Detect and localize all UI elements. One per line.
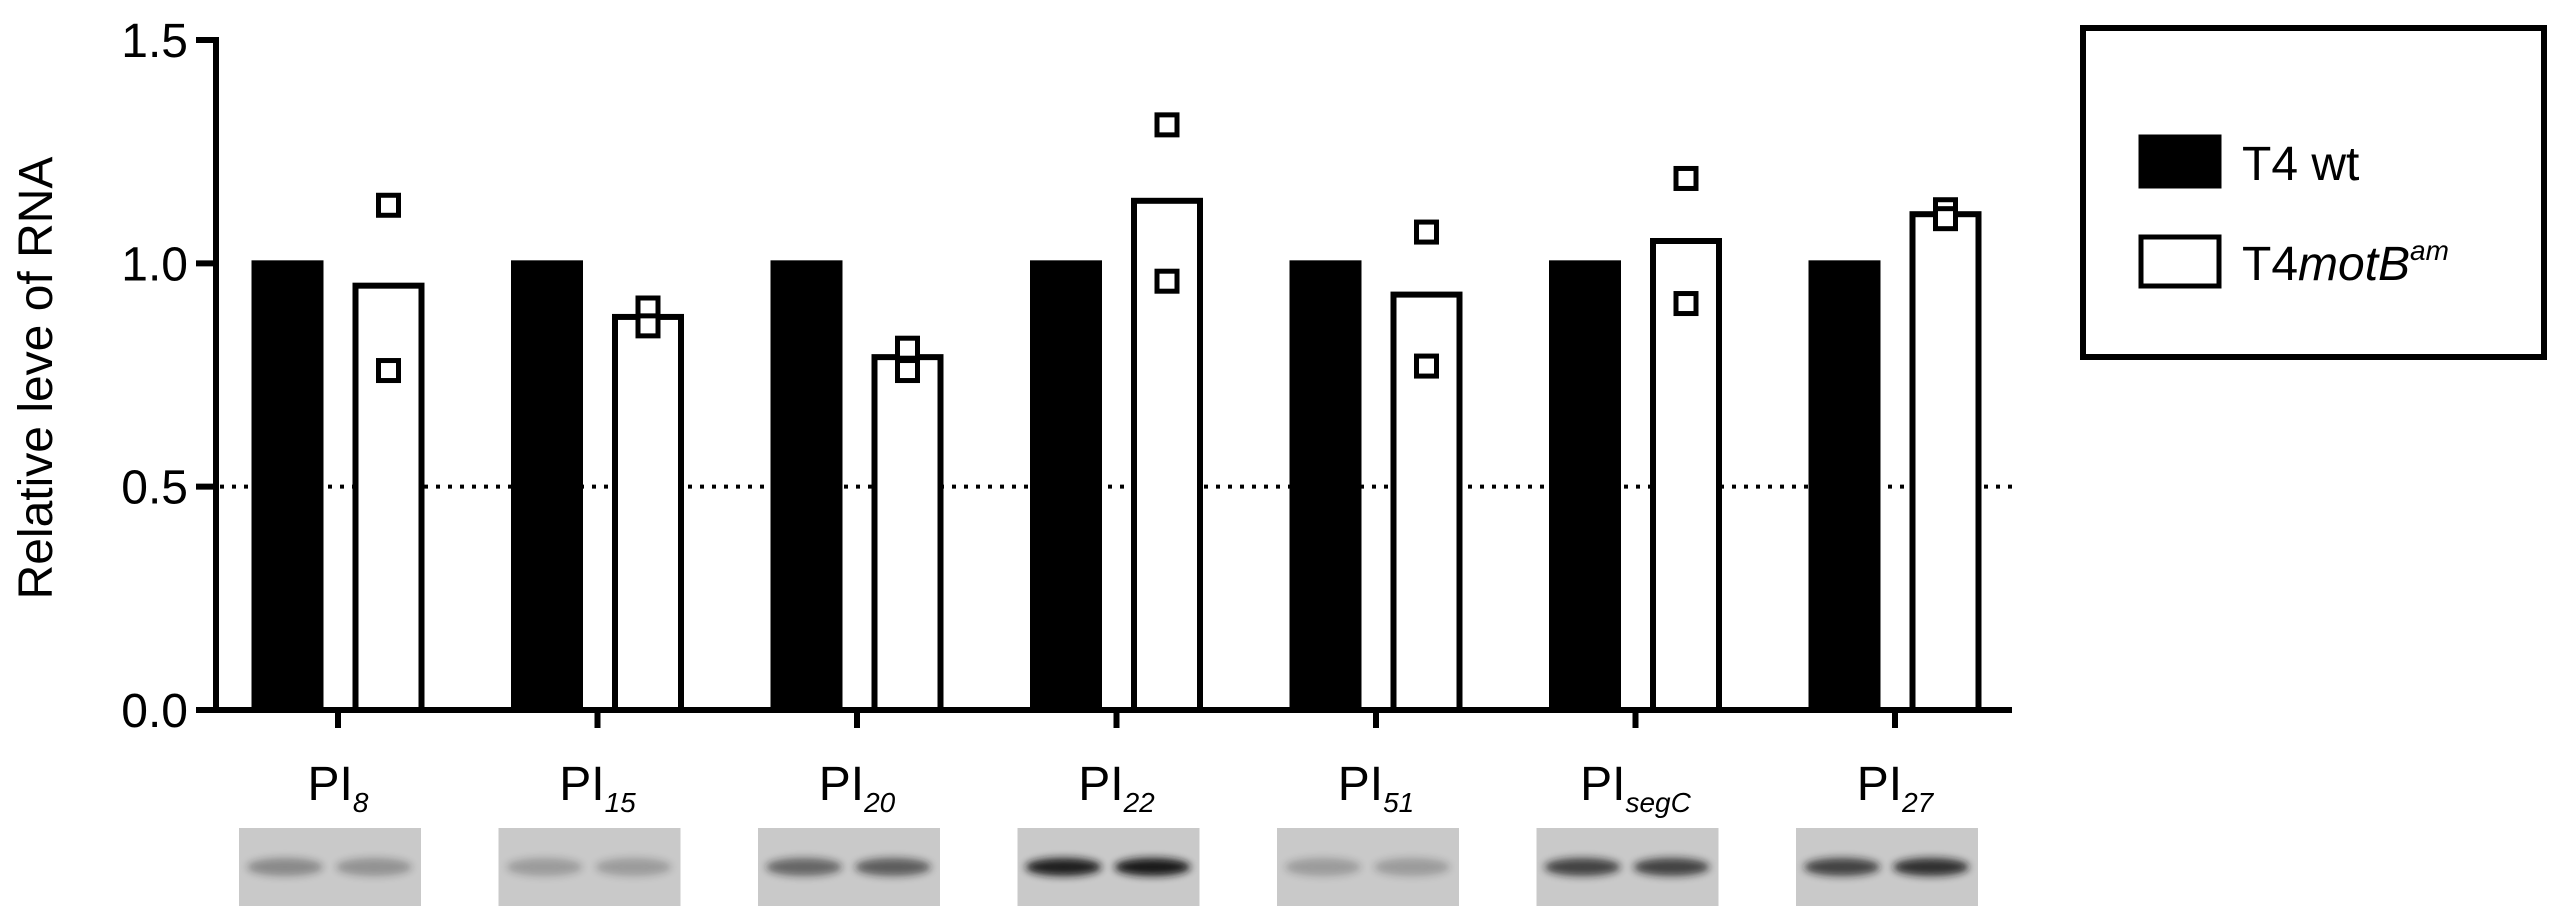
y-tick-label-2: 1.0 xyxy=(121,238,188,291)
x-tick-label-0: PI8 xyxy=(308,758,369,818)
blot-0 xyxy=(239,828,421,906)
replicate-point-4-1 xyxy=(1414,353,1439,379)
legend-label-t4-wt: T4 wt xyxy=(2242,138,2359,191)
replicate-point-5-0 xyxy=(1673,165,1699,191)
blot-4 xyxy=(1277,828,1459,906)
y-axis-ticks: 0.0 0.5 1.0 1.5 xyxy=(121,15,216,738)
blot-images xyxy=(239,828,1978,906)
bar-t4-wt-5 xyxy=(1549,260,1621,713)
x-tick-label-4: PI51 xyxy=(1338,758,1415,818)
y-axis-title: Relative leve of RNA xyxy=(10,157,63,600)
bar-t4-wt-0 xyxy=(251,260,324,713)
y-tick-label-0: 0.0 xyxy=(121,685,188,738)
blot-1 xyxy=(498,828,681,906)
bar-t4motbam-0 xyxy=(352,282,425,713)
replicate-point-6-1 xyxy=(1933,206,1958,232)
blot-5 xyxy=(1536,828,1719,906)
bar-t4motbam-2 xyxy=(871,354,944,713)
blot-band-0-0 xyxy=(247,858,323,876)
replicate-point-2-1 xyxy=(895,358,920,384)
bar-t4-wt-6 xyxy=(1808,260,1881,713)
x-tick-label-2: PI20 xyxy=(819,758,896,818)
blot-band-3-0 xyxy=(1025,858,1102,876)
legend-swatch-t4-wt xyxy=(2138,134,2222,189)
legend-swatch-t4motbam xyxy=(2138,234,2222,289)
bar-t4motbam-5 xyxy=(1650,238,1722,713)
legend-box xyxy=(2080,25,2547,360)
blot-band-6-0 xyxy=(1804,858,1880,876)
legend-label-t4motbam: T4motBam xyxy=(2242,235,2449,291)
blot-3 xyxy=(1017,828,1200,906)
bar-t4-wt-3 xyxy=(1030,260,1102,713)
blot-band-2-0 xyxy=(766,858,842,876)
x-tick-label-3: PI22 xyxy=(1078,758,1155,818)
bar-t4-wt-1 xyxy=(511,260,583,713)
blot-band-5-0 xyxy=(1544,858,1621,876)
x-axis-tick-labels: PI8 PI15 PI20 PI22 PI51 PIsegC PI27 xyxy=(308,710,1935,818)
replicate-point-0-0 xyxy=(376,192,401,218)
blot-band-1-0 xyxy=(506,858,583,876)
bar-t4-wt-4 xyxy=(1289,260,1362,713)
x-tick-label-5: PIsegC xyxy=(1580,758,1692,818)
replicate-point-0-1 xyxy=(376,358,401,384)
bar-t4motbam-6 xyxy=(1909,211,1982,713)
y-tick-label-1: 0.5 xyxy=(121,462,188,515)
x-tick-label-6: PI27 xyxy=(1857,758,1935,818)
replicate-point-5-1 xyxy=(1673,291,1699,317)
replicate-points xyxy=(376,112,1958,384)
blot-band-0-1 xyxy=(336,858,412,876)
blot-band-1-1 xyxy=(595,858,672,876)
blot-band-4-1 xyxy=(1374,858,1450,876)
y-tick-label-3: 1.5 xyxy=(121,15,188,68)
blot-band-2-1 xyxy=(855,858,931,876)
blot-6 xyxy=(1796,828,1978,906)
blot-band-3-1 xyxy=(1114,858,1191,876)
blot-band-5-1 xyxy=(1633,858,1710,876)
bar-t4-wt-2 xyxy=(770,260,843,713)
bar-t4motbam-1 xyxy=(612,313,684,713)
blot-band-4-0 xyxy=(1285,858,1361,876)
replicate-point-2-0 xyxy=(895,335,920,361)
x-tick-label-1: PI15 xyxy=(559,758,636,818)
replicate-point-4-0 xyxy=(1414,219,1439,245)
replicate-point-1-1 xyxy=(635,313,661,339)
replicate-point-3-0 xyxy=(1154,112,1180,138)
bar-series xyxy=(251,197,1982,714)
legend: T4 wt T4motBam xyxy=(2080,25,2547,360)
replicate-point-3-1 xyxy=(1154,268,1180,294)
blot-2 xyxy=(758,828,940,906)
blot-band-6-1 xyxy=(1893,858,1969,876)
